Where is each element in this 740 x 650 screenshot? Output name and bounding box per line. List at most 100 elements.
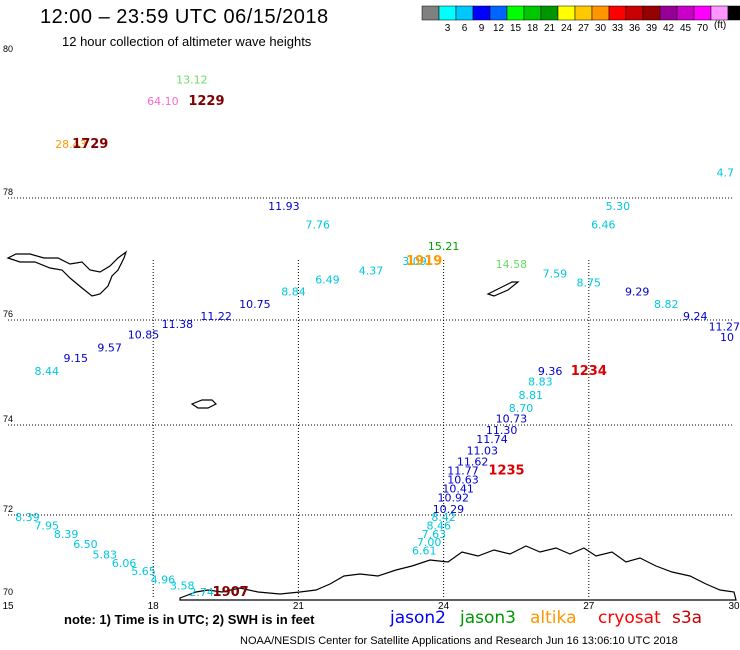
wave-height-label: 3.58 xyxy=(170,580,195,593)
wave-height-label: 13.12 xyxy=(176,74,208,87)
pass-time-label: 1729 xyxy=(72,137,108,152)
wave-height-label: 10 xyxy=(720,331,734,344)
color-scale-legend: 3 6 9 12 15 18 21 24 27 30 33 36 39 42 45 70 xyxy=(421,5,740,34)
bear-island xyxy=(190,399,218,409)
legend-swatch xyxy=(642,5,661,21)
wave-height-label: 8.84 xyxy=(281,286,306,299)
wave-height-label: 10.92 xyxy=(438,492,470,505)
wave-height-label: 11.03 xyxy=(467,444,499,457)
axis-tick-labels: 15 18 21 24 27 30 80 78 76 74 72 70 xyxy=(2,44,740,612)
legend-swatch xyxy=(591,5,610,21)
wave-height-label: 4.7 xyxy=(717,167,735,180)
wave-height-label: 11.22 xyxy=(200,310,232,323)
time-swh-note: note: 1) Time is in UTC; 2) SWH is in fe… xyxy=(64,612,315,627)
wave-height-label: 8.39 xyxy=(15,511,40,524)
wave-height-label: 2.74 xyxy=(189,586,214,599)
x-tick-label: 15 xyxy=(2,601,14,612)
x-tick-label: 21 xyxy=(293,601,305,612)
wave-height-label: 8.44 xyxy=(34,365,59,378)
wave-height-label: 9.57 xyxy=(97,342,122,355)
legend-swatch xyxy=(506,5,525,21)
wave-height-label: 3.09 xyxy=(402,255,427,268)
y-tick-label: 74 xyxy=(3,414,13,424)
legend-swatch xyxy=(659,5,678,21)
legend-swatch xyxy=(625,5,644,21)
wave-height-label: 8.39 xyxy=(54,528,79,541)
wave-height-label: 10.63 xyxy=(447,474,479,487)
legend-swatch xyxy=(693,5,712,21)
sat-jason3: jason3 xyxy=(460,608,516,628)
legend-tick-label: 42 xyxy=(663,23,675,34)
wave-height-label: 9.29 xyxy=(625,286,650,299)
credit-footer: NOAA/NESDIS Center for Satellite Applica… xyxy=(240,635,678,647)
coastline-outlines xyxy=(6,250,737,601)
legend-swatch xyxy=(523,5,542,21)
wave-height-label: 8.75 xyxy=(577,276,602,289)
wave-height-label: 6.49 xyxy=(315,273,340,286)
x-tick-label: 24 xyxy=(438,601,450,612)
sat-cryosat: cryosat xyxy=(598,608,661,628)
legend-swatch xyxy=(438,5,457,21)
legend-tick-label: 45 xyxy=(680,23,692,34)
wave-height-label: 5.83 xyxy=(93,549,118,562)
x-tick-label: 30 xyxy=(728,601,740,612)
legend-tick-label: 30 xyxy=(595,23,607,34)
wave-height-label: 8.83 xyxy=(528,376,553,389)
legend-tick-label: 3 xyxy=(445,23,451,34)
wave-height-label: 8.46 xyxy=(427,520,452,533)
wave-height-label: 9.36 xyxy=(538,365,563,378)
wave-height-label: 11.27 xyxy=(709,321,740,334)
legend-tick-label: 27 xyxy=(578,23,590,34)
islet-east xyxy=(486,281,520,297)
svalbard-coast xyxy=(6,250,128,297)
legend-swatch xyxy=(557,5,576,21)
legend-tick-label: 9 xyxy=(479,23,485,34)
wave-height-label: 11.74 xyxy=(476,433,508,446)
wave-height-label: 9.15 xyxy=(64,352,89,365)
wave-height-label: 8.82 xyxy=(654,298,679,311)
legend-unit-label: (ft) xyxy=(714,20,727,31)
wave-height-label: 28.43 xyxy=(55,138,87,151)
wave-height-label: 14.58 xyxy=(496,258,528,271)
y-tick-label: 80 xyxy=(3,44,13,54)
wave-height-label: 4.37 xyxy=(359,264,384,277)
legend-tick-label: 36 xyxy=(629,23,641,34)
wave-height-label: 7.76 xyxy=(306,219,331,232)
legend-swatch xyxy=(455,5,474,21)
wave-height-label: 64.10 xyxy=(147,95,179,108)
norway-coast xyxy=(179,545,737,601)
legend-swatch xyxy=(676,5,695,21)
map-title: 12:00 – 23:59 UTC 06/15/2018 xyxy=(40,6,329,28)
pass-time-label: 1234 xyxy=(571,364,607,379)
legend-swatch xyxy=(540,5,559,21)
wave-height-label: 7.59 xyxy=(543,267,568,280)
legend-swatch xyxy=(608,5,627,21)
wave-height-label: 11.38 xyxy=(162,318,194,331)
legend-tick-label: 33 xyxy=(612,23,624,34)
pass-time-label: 1235 xyxy=(488,464,524,479)
wave-height-label: 11.30 xyxy=(486,424,518,437)
legend-tick-label: 12 xyxy=(493,23,505,34)
wave-height-label: 6.06 xyxy=(112,557,137,570)
legend-tick-label: 21 xyxy=(544,23,556,34)
map-subtitle: 12 hour collection of altimeter wave hei… xyxy=(62,34,312,49)
wave-height-label: 7.00 xyxy=(417,536,442,549)
wave-height-label: 11.62 xyxy=(457,456,489,469)
y-tick-label: 76 xyxy=(3,309,13,319)
wave-height-label: 9.24 xyxy=(683,310,708,323)
legend-swatch xyxy=(421,5,440,21)
wave-height-label: 6.50 xyxy=(73,538,98,551)
wave-height-label: 11.93 xyxy=(268,200,300,213)
wave-height-label: 6.61 xyxy=(412,544,437,557)
wave-height-label: 7.95 xyxy=(34,520,59,533)
wave-height-label: 8.81 xyxy=(518,389,543,402)
wave-height-label: 5.65 xyxy=(131,565,156,578)
pass-time-label: 1919 xyxy=(406,254,442,269)
wave-height-label: 15.21 xyxy=(428,240,460,253)
legend-swatch xyxy=(574,5,593,21)
legend-tick-label: 24 xyxy=(561,23,573,34)
y-tick-label: 78 xyxy=(3,187,13,197)
y-tick-label: 70 xyxy=(3,587,13,597)
